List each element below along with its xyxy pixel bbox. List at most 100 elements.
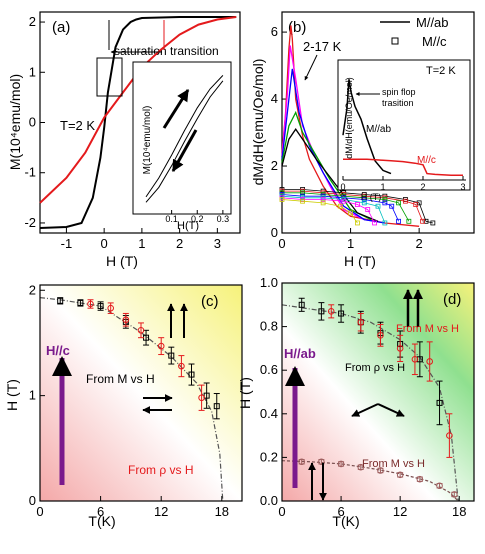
panel-b-inset-frame [337, 59, 471, 191]
panel-a-inset-x-tick-label: 0.1 [165, 214, 178, 224]
panel-d-y-tick-label: 0.8 [260, 319, 278, 334]
panel-a-label: (a) [52, 19, 70, 36]
panel-c-point [203, 392, 210, 399]
panel-b-series-point [320, 197, 326, 202]
panel-b-series-point [423, 218, 429, 224]
panel-b-xlabel: H (T) [344, 253, 376, 269]
panel-a-x-tick-label: -1 [61, 236, 73, 251]
panel-d-label-m-top: From M vs H [396, 323, 459, 335]
panel-a-x-tick-label: 0 [101, 236, 108, 251]
panel-d-ylabel: H (T) [237, 377, 253, 409]
panel-c-point [97, 303, 104, 310]
panel-b-series-line-3 [281, 110, 372, 221]
panel-d-spin-flop-right [377, 403, 405, 417]
panel-c-y-tick-label: 2 [29, 282, 36, 297]
panel-b-series-point [372, 220, 377, 226]
panel-b-label: (b) [288, 19, 306, 36]
panel-b-series-point [406, 218, 412, 224]
panel-a-y-tick-label: 1 [29, 64, 36, 79]
panel-c-field-label: H//c [46, 343, 70, 358]
panel-a-y-tick-label: -2 [24, 215, 36, 230]
panel-d-point [338, 310, 345, 317]
panel-c-point [57, 297, 64, 304]
panel-b-series-point [341, 198, 347, 204]
panel-b-series-point [389, 203, 395, 209]
panel-a-x-tick-label: 1 [138, 236, 145, 251]
panel-b-series-point [403, 198, 408, 204]
panel-b-inset-ylabel: dM/dH(emu/Oe/mol) [344, 77, 354, 159]
panel-d-frame [281, 282, 475, 502]
panel-d-x-tick-label: 6 [337, 504, 344, 519]
panel-d-point [416, 475, 424, 483]
panel-b-y-tick-label: 2 [271, 158, 278, 173]
panel-d-y-tick-label: 1.0 [260, 275, 278, 290]
panel-d-point [426, 358, 433, 365]
panel-d-label: (d) [443, 291, 461, 308]
panel-c-label-rho: From ρ vs H [128, 463, 194, 477]
panel-d-point [396, 345, 404, 352]
panel-b-inset-note-line2: trasition [382, 98, 414, 108]
panel-b-series-point [375, 203, 381, 209]
panel-b-x-tick-label: 1 [347, 236, 354, 251]
panel-b-series-point [382, 220, 388, 226]
panel-d-point [377, 467, 384, 474]
panel-a-inset-x-tick-label: 0.3 [217, 214, 230, 224]
panel-b-inset-label-c: M//c [417, 155, 436, 166]
panel-b-series-point [348, 210, 353, 216]
panel-d-y-tick-label: 0.2 [260, 449, 278, 464]
panel-b-series-point [365, 207, 371, 212]
panel-d-point [357, 318, 365, 326]
panel-d-point [318, 308, 325, 315]
panel-c-series [57, 297, 220, 420]
panel-d-point [446, 432, 453, 439]
panel-d-x-tick-label: 18 [452, 504, 466, 519]
panel-c-x-tick-label: 6 [97, 504, 104, 519]
panel-d-field-label: H//ab [284, 346, 316, 361]
panel-b-temperature-range: 2-17 K [303, 39, 342, 54]
panel-b-x-tick-label: 2 [416, 236, 423, 251]
panel-c-xlabel: T(K) [88, 513, 115, 529]
panel-b-ylabel: dM/dH(emu/Oe/mol) [250, 59, 266, 186]
panel-b-ticks: 0 1 2 0 2 4 6 [271, 24, 423, 251]
panel-b-series-point [413, 202, 419, 207]
panel-b-inset-x-tick-label: 2 [420, 182, 425, 192]
panel-a-x-tick-label: 3 [214, 236, 221, 251]
panel-c-point [213, 403, 220, 410]
panel-b-inset-xlabel: H (T) [361, 192, 382, 202]
panel-b-series-point [279, 197, 285, 202]
panel-b-series-point [337, 203, 343, 209]
panel-d-point [436, 482, 443, 490]
panel-b-series-line-5 [282, 189, 433, 224]
panel-b-series-point [382, 197, 388, 202]
panel-b-frame [281, 11, 475, 234]
panel-c-point [188, 371, 195, 378]
panel-b-series-point [361, 200, 367, 206]
panel-a-inset-plot: 0.1 0.2 0.3 [145, 75, 230, 224]
panel-a-y-tick-label: 2 [29, 14, 36, 29]
panel-c-point [178, 362, 185, 370]
panel-a-inset-ylabel: M(10⁴emu/mol) [142, 106, 153, 175]
panel-d-spin-flop-left [351, 403, 379, 417]
panel-b-series-point [355, 220, 360, 226]
panel-a-xlabel: H (T) [106, 253, 138, 269]
panel-c-point [122, 316, 130, 324]
panel-c-label: (c) [201, 293, 219, 310]
panel-d-y-tick-label: 0.6 [260, 362, 278, 377]
panel-c-y-tick-label: 0 [29, 493, 36, 508]
panel-b-inset-temperature: T=2 K [426, 65, 456, 77]
panel-b-y-tick-label: 6 [271, 24, 278, 39]
panel-a-series-line-0 [39, 16, 237, 229]
panel-d-label-rho: From ρ vs H [345, 362, 405, 374]
panel-c-phase-boundary [39, 297, 224, 502]
panel-d-point [327, 308, 335, 315]
panel-a: (a) T=2 K saturation transition -1 0 1 2 3 -2… [7, 11, 241, 269]
panel-d-point [357, 463, 365, 471]
panel-b-x-tick-label: 0 [278, 236, 285, 251]
panel-c-point [157, 342, 165, 350]
panel-d-point [298, 458, 305, 466]
panel-d-point [298, 301, 305, 308]
panel-d-label-m-bottom: From M vs H [362, 458, 425, 470]
